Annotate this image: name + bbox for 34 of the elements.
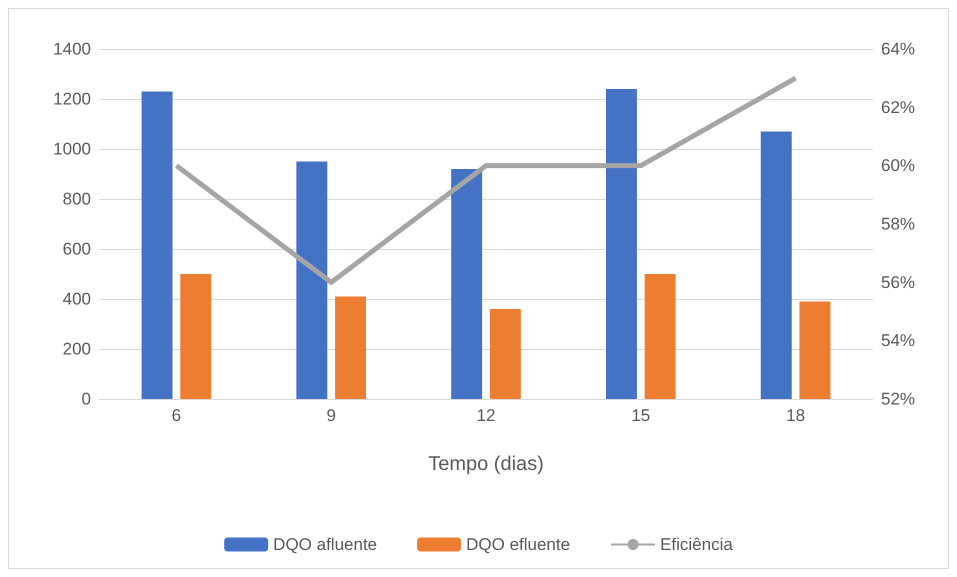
x-tick-label: 15 — [631, 406, 650, 425]
bar — [180, 274, 212, 399]
bar — [606, 89, 637, 399]
y2-tick-label: 58% — [881, 214, 916, 234]
y-tick-label: 0 — [82, 390, 91, 408]
legend-label: Eficiência — [660, 535, 734, 554]
bar — [142, 92, 173, 399]
y2-tick-label: 54% — [881, 331, 916, 350]
y-tick-label: 1200 — [53, 90, 91, 108]
y2-tick-label: 56% — [881, 272, 916, 292]
bar — [799, 302, 830, 399]
x-tick-label: 12 — [476, 406, 496, 425]
y-tick-label: 1000 — [53, 140, 91, 158]
x-axis-title: Tempo (dias) — [428, 453, 544, 475]
y2-tick-label: 60% — [881, 156, 916, 176]
bar — [296, 162, 328, 399]
x-tick-label: 6 — [172, 406, 182, 425]
x-tick-label: 9 — [326, 406, 336, 425]
bar — [335, 296, 366, 399]
y2-tick-label: 52% — [881, 390, 916, 408]
y2-tick-label: 62% — [881, 98, 916, 117]
y-tick-label: 200 — [62, 340, 91, 358]
y-tick-label: 800 — [62, 190, 91, 208]
bar — [644, 274, 676, 399]
bar — [760, 132, 792, 399]
legend-label: DQO efluente — [466, 535, 570, 554]
y-tick-label: 1400 — [53, 40, 91, 58]
bar — [451, 169, 482, 399]
y2-tick-label: 64% — [881, 40, 916, 58]
bar — [490, 309, 521, 399]
y-tick-label: 600 — [62, 240, 91, 258]
y-tick-label: 400 — [62, 290, 91, 308]
x-tick-label: 18 — [786, 406, 806, 425]
legend-label: DQO afluente — [273, 535, 378, 554]
